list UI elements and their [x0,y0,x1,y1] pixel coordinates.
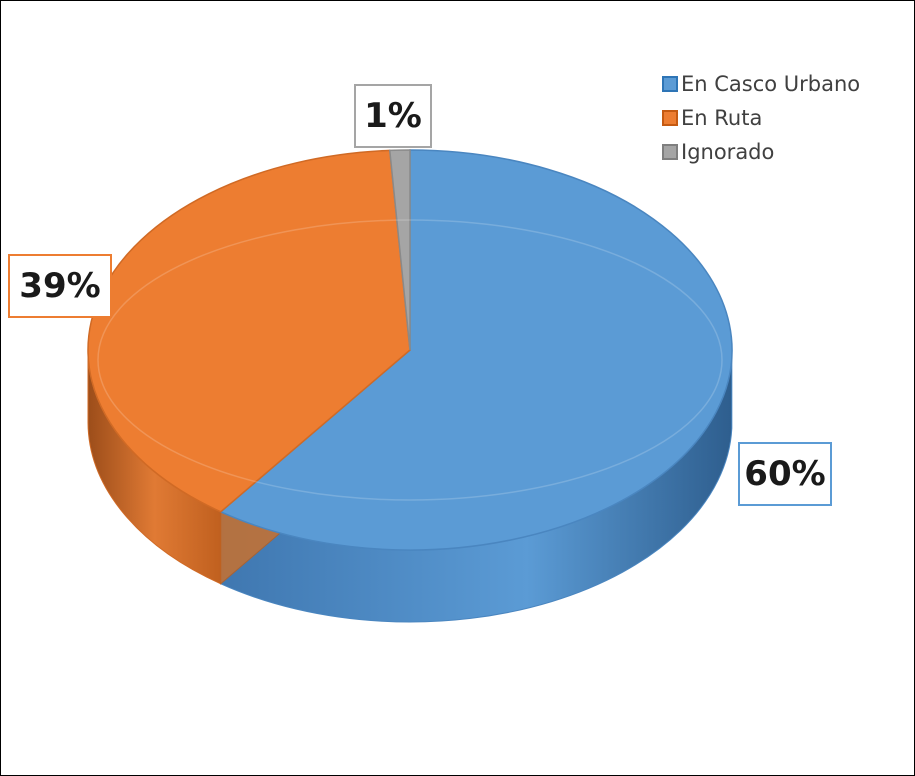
pie-highlight [97,219,723,501]
legend-swatch-blue [662,76,678,92]
legend-label: En Casco Urbano [681,72,861,96]
data-label-en-ruta: 39% [8,254,112,318]
legend-item-en-ruta: En Ruta [662,94,860,142]
legend-swatch-orange [662,110,678,126]
legend-label: En Ruta [681,106,763,130]
legend-swatch-gray [662,144,678,160]
pie-slice-casco-urbano [219,149,733,551]
legend-label: Ignorado [681,140,775,164]
pie-slice-ignorado [388,149,411,351]
chart-legend: En Casco Urbano En Ruta Ignorado [662,60,860,176]
data-label-casco-urbano: 60% [738,442,832,506]
legend-item-casco-urbano: En Casco Urbano [662,60,860,108]
data-label-ignorado: 1% [354,84,432,148]
legend-item-ignorado: Ignorado [662,128,860,176]
